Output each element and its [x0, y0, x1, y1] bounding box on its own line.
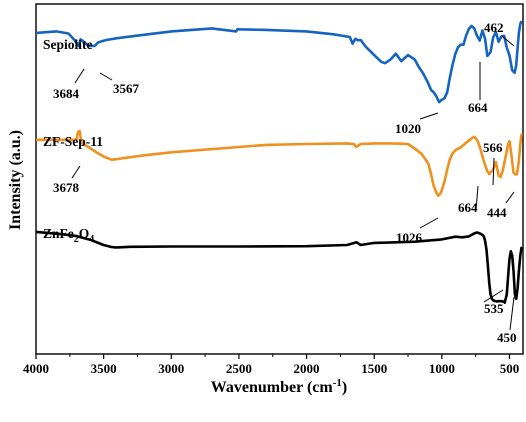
x-tick-label: 2500 [226, 361, 252, 376]
arrow-3684 [74, 68, 85, 84]
arrow-462 [501, 35, 515, 47]
arrow-566 [492, 157, 495, 186]
peak-label-444: 444 [487, 205, 507, 220]
y-axis-title: Intensity (a.u.) [7, 130, 24, 230]
arrow-3567 [99, 72, 113, 81]
series-label-zf-sep-11: ZF-Sep-11 [43, 134, 103, 149]
plot-frame [35, 3, 524, 355]
peak-label-3567: 3567 [113, 81, 140, 96]
x-tick-label: 1500 [361, 361, 387, 376]
series-label-sepiolite: Sepiolite [43, 37, 93, 52]
arrow-535 [483, 289, 504, 303]
peak-label-664: 664 [468, 100, 488, 115]
peak-annotations: 3684 3567 1020 664 462 3678 1026 664 566… [53, 20, 517, 345]
arrow-1026 [419, 217, 439, 229]
peak-label-462: 462 [484, 20, 504, 35]
series-lines [35, 20, 523, 304]
x-axis-title: Wavenumber (cm-1) [211, 377, 347, 396]
x-tick-label: 4000 [23, 361, 49, 376]
series-line-sepiolite [35, 20, 523, 104]
peak-label-3678: 3678 [53, 180, 80, 195]
peak-label-1020: 1020 [395, 121, 421, 136]
arrow-450 [509, 296, 515, 331]
x-tick-label: 500 [500, 361, 520, 376]
x-tick-label: 3000 [158, 361, 184, 376]
arrow-444 [505, 191, 515, 204]
x-tick-label: 1000 [429, 361, 455, 376]
series-line-zf-sep-11 [36, 129, 523, 197]
x-tick-label: 3500 [91, 361, 117, 376]
peak-label-664b: 664 [458, 200, 478, 215]
series-line-znfe2o4 [35, 230, 523, 304]
peak-label-1026: 1026 [396, 230, 423, 245]
peak-label-3684: 3684 [53, 86, 80, 101]
peak-label-566: 566 [483, 140, 503, 155]
peak-label-535: 535 [484, 301, 504, 316]
arrow-3678 [71, 165, 81, 179]
series-label-znfe2o4: ZnFe2O4 [43, 226, 94, 245]
arrow-664b [475, 185, 479, 211]
x-axis-ticks: 4000 3500 3000 2500 2000 1500 1000 500 [23, 354, 519, 376]
x-tick-label: 2000 [294, 361, 320, 376]
peak-label-450: 450 [497, 330, 517, 345]
arrow-1020 [419, 112, 439, 120]
